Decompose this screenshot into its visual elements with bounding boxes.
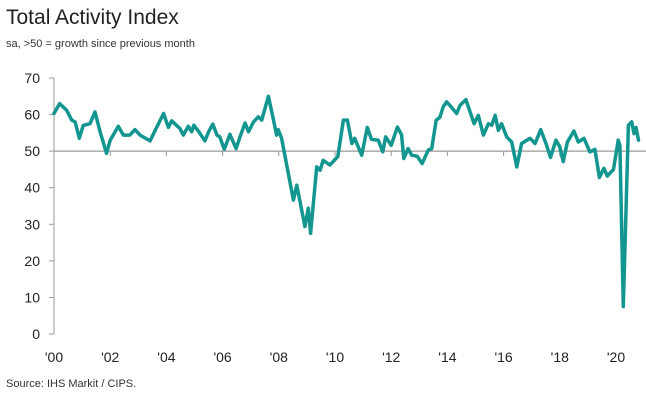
x-tick-label: '02 <box>101 349 119 365</box>
x-tick-label: '04 <box>157 349 175 365</box>
y-tick-label: 10 <box>24 289 40 305</box>
x-tick-label: '16 <box>494 349 512 365</box>
x-tick-label: '10 <box>326 349 344 365</box>
y-tick-label: 50 <box>24 143 40 159</box>
y-tick-label: 60 <box>24 107 40 123</box>
y-tick-label: 30 <box>24 216 40 232</box>
chart-subtitle: sa, >50 = growth since previous month <box>6 38 195 50</box>
x-tick-label: '06 <box>213 349 231 365</box>
source-note: Source: IHS Markit / CIPS. <box>6 378 137 390</box>
x-tick-label: '00 <box>45 349 63 365</box>
y-tick-label: 40 <box>24 180 40 196</box>
x-tick-label: '08 <box>270 349 288 365</box>
x-tick-label: '20 <box>607 349 625 365</box>
y-tick-label: 70 <box>24 70 40 86</box>
x-tick-label: '12 <box>382 349 400 365</box>
y-tick-label: 20 <box>24 253 40 269</box>
x-tick-label: '18 <box>551 349 569 365</box>
series-line-total-activity <box>52 94 641 309</box>
chart-title: Total Activity Index <box>6 6 179 29</box>
x-tick-label: '14 <box>438 349 456 365</box>
y-tick-label: 0 <box>32 326 40 342</box>
